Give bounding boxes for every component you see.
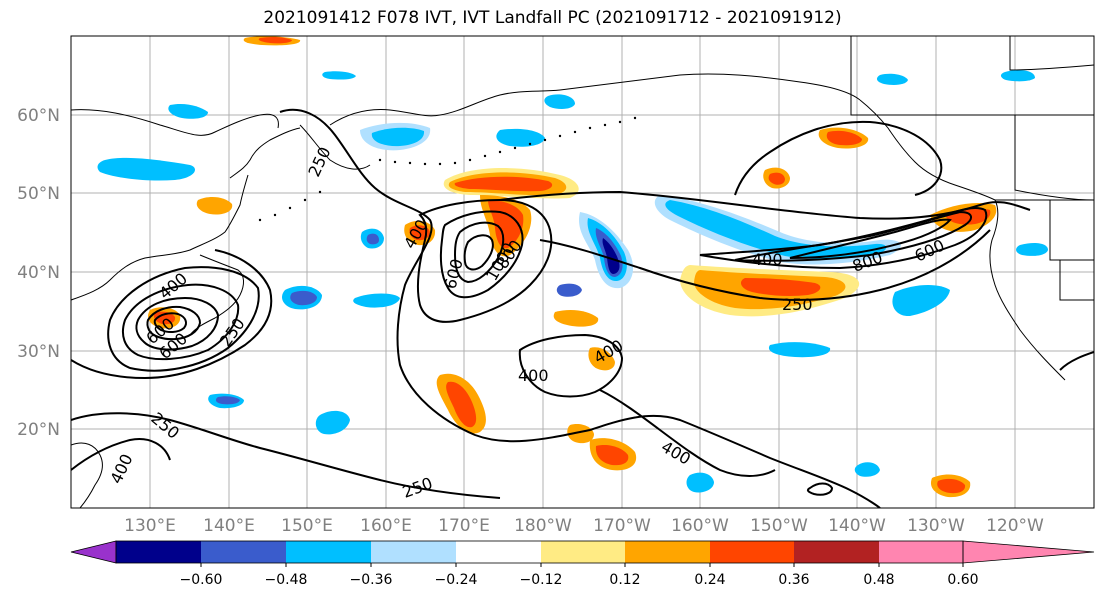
lat-label: 40°N [17, 263, 60, 283]
colorbar-tick: 0.36 [778, 572, 809, 588]
ivt-contours [71, 108, 1094, 508]
lat-label: 30°N [17, 342, 60, 362]
colorbar-segment [879, 541, 963, 563]
aleutian-islands [258, 116, 637, 222]
contour-label-400: 400 [518, 366, 549, 385]
colorbar-tick: −0.60 [180, 572, 223, 588]
colorbar-tick: 0.48 [863, 572, 894, 588]
lon-label: 150°E [281, 516, 333, 536]
colorbar-segment [541, 541, 625, 563]
lon-label: 150°W [750, 516, 808, 536]
lon-label: 120°W [986, 516, 1044, 536]
lon-label: 180°W [514, 516, 572, 536]
lon-label: 170°E [438, 516, 490, 536]
colorbar-segment [201, 541, 286, 563]
lon-label: 160°E [360, 516, 412, 536]
colorbar-tick: 0.24 [694, 572, 725, 588]
map-border [70, 35, 1095, 509]
figure-title: 2021091412 F078 IVT, IVT Landfall PC (20… [263, 8, 842, 28]
contour-label-250: 250 [782, 295, 813, 314]
colorbar-segment [794, 541, 879, 563]
lon-label: 170°W [593, 516, 651, 536]
colorbar-extend-right [962, 540, 1095, 564]
longitude-labels: 130°E 140°E 150°E 160°E 170°E 180°W 170°… [124, 516, 1044, 536]
colorbar-tick: −0.48 [265, 572, 308, 588]
colorbar-tick: −0.36 [350, 572, 393, 588]
colorbar-tick: 0.12 [609, 572, 640, 588]
colorbar-segment [625, 541, 710, 563]
colorbar-tick: 0.60 [947, 572, 978, 588]
colorbar-segment [286, 541, 371, 563]
lon-label: 140°E [203, 516, 255, 536]
lon-label: 160°W [671, 516, 729, 536]
colorbar-tick: −0.24 [435, 572, 478, 588]
coastlines [71, 36, 1094, 508]
pc-fill-field [97, 36, 1048, 498]
lon-label: 140°W [828, 516, 886, 536]
colorbar: −0.60 −0.48 −0.36 −0.24 −0.12 0.12 0.24 … [70, 540, 1095, 588]
lat-label: 20°N [17, 420, 60, 440]
colorbar-tick: −0.12 [520, 572, 563, 588]
colorbar-segment [456, 541, 541, 563]
colorbar-segment [371, 541, 456, 563]
colorbar-segment [710, 541, 794, 563]
latitude-labels: 60°N 50°N 40°N 30°N 20°N [17, 106, 60, 440]
colorbar-extend-left [70, 540, 117, 564]
lon-label: 130°W [907, 516, 965, 536]
lon-label: 130°E [124, 516, 176, 536]
lat-label: 60°N [17, 106, 60, 126]
contour-label-400: 400 [752, 250, 783, 269]
colorbar-segment [116, 541, 201, 563]
lat-label: 50°N [17, 184, 60, 204]
